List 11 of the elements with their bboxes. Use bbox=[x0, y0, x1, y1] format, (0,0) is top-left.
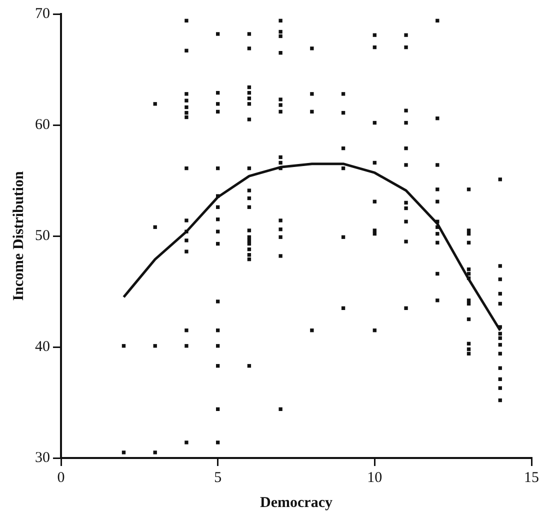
y-tick-label: 60 bbox=[35, 116, 50, 133]
y-tick-label: 30 bbox=[35, 450, 50, 466]
y-axis-title: Income Distribution bbox=[10, 170, 27, 301]
x-tick-label: 5 bbox=[214, 470, 222, 486]
x-tick-label: 15 bbox=[524, 470, 539, 486]
x-axis-title: Democracy bbox=[260, 494, 333, 511]
y-tick-label: 40 bbox=[35, 338, 50, 355]
x-tick-label: 10 bbox=[367, 470, 382, 486]
x-tick-label: 0 bbox=[57, 470, 65, 486]
y-tick-label: 70 bbox=[35, 6, 50, 22]
y-tick-label: 50 bbox=[35, 228, 50, 244]
